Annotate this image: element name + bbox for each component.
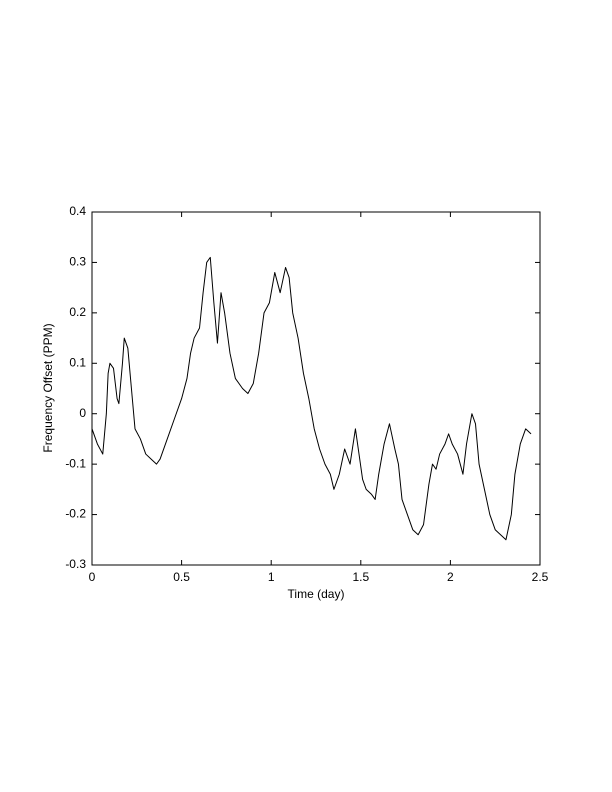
y-tick-label: 0.4 — [69, 204, 86, 218]
y-axis-label: Frequency Offset (PPM) — [41, 323, 55, 452]
y-tick-label: -0.3 — [65, 557, 86, 571]
y-tick-label: 0.1 — [69, 355, 86, 369]
y-tick-label: 0.3 — [69, 255, 86, 269]
x-tick-label: 2 — [447, 570, 454, 584]
x-axis-label: Time (day) — [288, 587, 345, 601]
y-tick-label: 0 — [79, 406, 86, 420]
x-tick-label: 2.5 — [532, 570, 549, 584]
x-tick-label: 1 — [268, 570, 275, 584]
x-tick-label: 0.5 — [173, 570, 190, 584]
axes-box — [91, 211, 541, 566]
y-tick-label: -0.2 — [65, 507, 86, 521]
data-line — [91, 256, 532, 541]
y-tick-label: -0.1 — [65, 456, 86, 470]
x-tick-label: 1.5 — [352, 570, 369, 584]
x-tick-label: 0 — [89, 570, 96, 584]
y-tick-label: 0.2 — [69, 305, 86, 319]
